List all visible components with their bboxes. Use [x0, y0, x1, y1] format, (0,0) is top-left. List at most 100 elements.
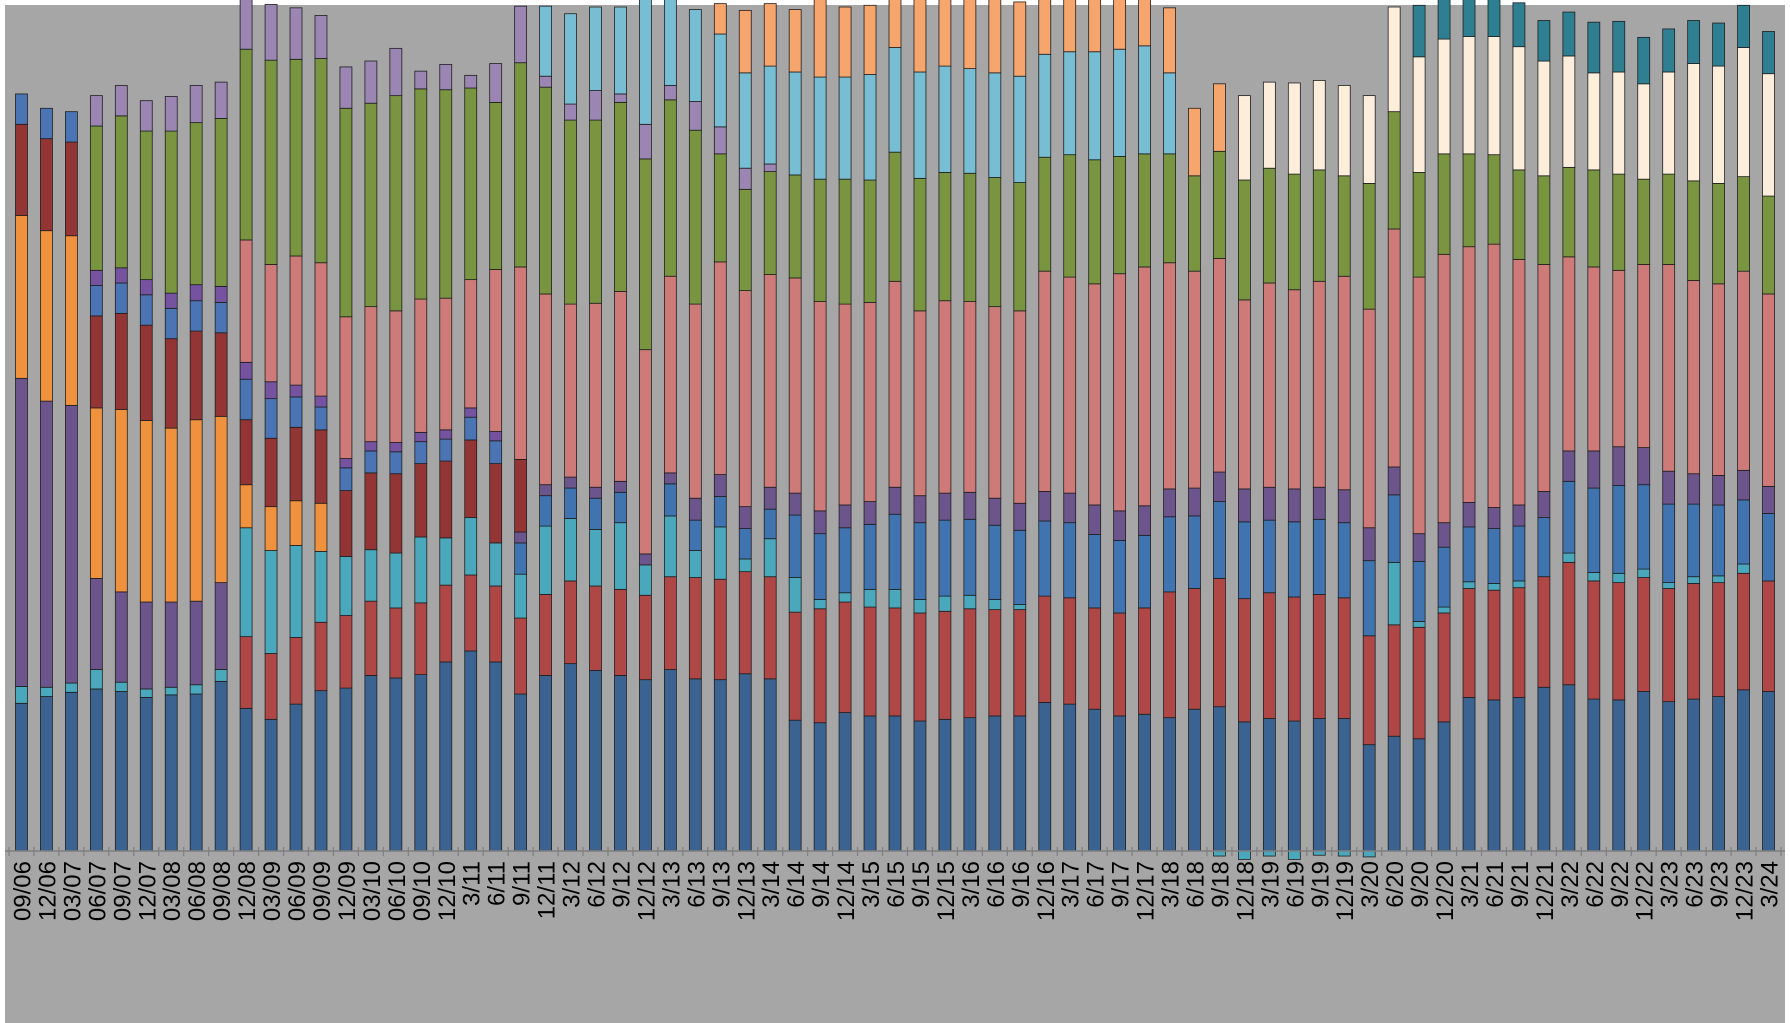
bar-segment-series-5 [863, 501, 877, 525]
bar-segment-series-4 [1562, 480, 1576, 554]
bar-stack-06-10 [389, 47, 403, 852]
bar-segment-series-2 [1562, 561, 1576, 686]
bar-segment-series-13 [688, 9, 702, 102]
bar-segment-series-5 [1412, 533, 1426, 562]
bar-segment-series-11 [763, 171, 777, 275]
bar-segment-series-13 [763, 65, 777, 165]
bar-segment-series-11 [214, 118, 228, 287]
bar-segment-series-10 [938, 300, 952, 494]
x-tick-label: 09/08 [209, 861, 236, 921]
bar-segment-series-4 [1362, 560, 1376, 637]
bar-segment-series-3 [938, 595, 952, 612]
bar-segment-series-2 [1013, 609, 1027, 717]
bar-segment-series-14 [738, 9, 752, 74]
bar-segment-series-2 [1637, 577, 1651, 692]
bar-segment-series-12 [164, 96, 178, 132]
bar-segment-series-13 [564, 13, 577, 105]
x-tick-label: 12/18 [1232, 861, 1259, 921]
bar-stack-12-10 [439, 63, 453, 852]
bar-segment-series-2 [314, 621, 328, 692]
bar-stack-9-15 [913, 0, 927, 852]
bar-segment-series-9 [214, 285, 228, 303]
bar-stack-3-22 [1562, 11, 1576, 852]
bar-segment-series-2 [1487, 589, 1501, 701]
bar-segment-series-16 [1437, 0, 1451, 40]
bar-segment-series-4 [1163, 516, 1176, 593]
bar-segment-series-10 [1387, 228, 1401, 468]
bar-segment-series-8 [189, 300, 203, 332]
bar-segment-series-3 [264, 550, 278, 654]
bar-segment-series-4 [1213, 501, 1226, 579]
bar-segment-series-2 [1163, 591, 1176, 719]
bar-segment-series-1 [289, 703, 303, 852]
x-axis [5, 847, 1785, 856]
bar-segment-series-5 [1387, 466, 1401, 496]
bar-segment-series-2 [1587, 580, 1601, 700]
bar-segment-series-11 [1088, 159, 1102, 285]
bar-stack-3-17 [1063, 0, 1077, 852]
bar-segment-series-3 [863, 588, 877, 608]
bar-segment-series-5 [1337, 489, 1351, 524]
bar-segment-series-5 [1662, 470, 1676, 505]
bar-segment-series-4 [913, 522, 927, 600]
bar-segment-series-6 [289, 500, 303, 546]
x-tick-label: 3/21 [1457, 861, 1484, 908]
bar-segment-series-11 [1038, 156, 1052, 272]
bar-segment-series-1 [414, 674, 428, 852]
bar-segment-series-11 [1462, 153, 1476, 248]
bar-segment-series-13 [863, 74, 877, 181]
bar-segment-series-10 [663, 275, 677, 474]
bar-segment-series-11 [164, 130, 178, 294]
x-tick-label: 09/09 [309, 861, 336, 921]
bar-segment-series-11 [614, 101, 627, 292]
bar-stack-6-19 [1287, 82, 1301, 860]
bar-stack-9-23 [1712, 22, 1725, 852]
bar-segment-series-10 [1213, 258, 1226, 473]
x-tick-label: 9/14 [808, 861, 835, 908]
bar-segment-series-12 [589, 90, 602, 121]
bar-segment-series-16 [1662, 28, 1676, 73]
x-tick-label: 9/17 [1108, 861, 1135, 908]
bar-segment-series-9 [389, 442, 403, 453]
bar-segment-series-6 [214, 415, 228, 584]
bar-segment-series-3 [813, 599, 827, 610]
bar-segment-series-5 [1437, 522, 1451, 548]
bar-stack-3-15 [863, 4, 877, 852]
bar-segment-series-2 [1312, 594, 1326, 719]
bar-segment-series-3 [713, 526, 727, 580]
bar-segment-series-9 [264, 381, 278, 400]
bar-segment-series-5 [1562, 450, 1576, 482]
bar-segment-series-9 [439, 429, 453, 440]
bar-segment-series-5 [938, 492, 952, 521]
bar-segment-series-15 [1762, 73, 1775, 197]
bar-segment-series-4 [1337, 522, 1351, 599]
bar-segment-series-3 [639, 564, 652, 596]
bar-stack-6-23 [1687, 20, 1701, 852]
bar-segment-series-4 [663, 483, 677, 517]
bar-segment-series-11 [1712, 182, 1725, 285]
bar-stack-9-21 [1512, 2, 1526, 852]
bar-segment-series-15 [1487, 36, 1501, 156]
bar-segment-series-3 [913, 599, 927, 614]
bar-segment-series-11 [1512, 169, 1526, 260]
bar-segment-series-10 [514, 266, 528, 460]
bar-segment-series-3 [1587, 572, 1601, 582]
bar-segment-series-15 [1337, 85, 1351, 177]
x-tick-label: 12/21 [1532, 861, 1559, 921]
bar-segment-series-15 [1262, 81, 1276, 169]
bar-segment-series-1 [1737, 689, 1750, 852]
x-tick-label: 12/10 [434, 861, 461, 921]
bar-segment-series-12 [639, 123, 652, 160]
bar-segment-series-11 [1113, 155, 1127, 275]
bar-segment-series-1 [65, 691, 78, 852]
bar-segment-series-10 [1712, 283, 1725, 476]
x-tick-labels: 09/0612/0603/0706/0709/0712/0703/0806/08… [9, 861, 1783, 921]
bar-segment-series-5 [1362, 527, 1376, 562]
bar-stack-9-18 [1213, 83, 1226, 857]
bar-segment-series-11 [1013, 182, 1027, 312]
bar-segment-series-9 [464, 407, 478, 418]
x-tick-label: 6/14 [783, 861, 810, 908]
bar-segment-series-3 [40, 686, 53, 697]
bar-segment-series-4 [888, 513, 902, 590]
bar-segment-series-11 [539, 86, 552, 295]
